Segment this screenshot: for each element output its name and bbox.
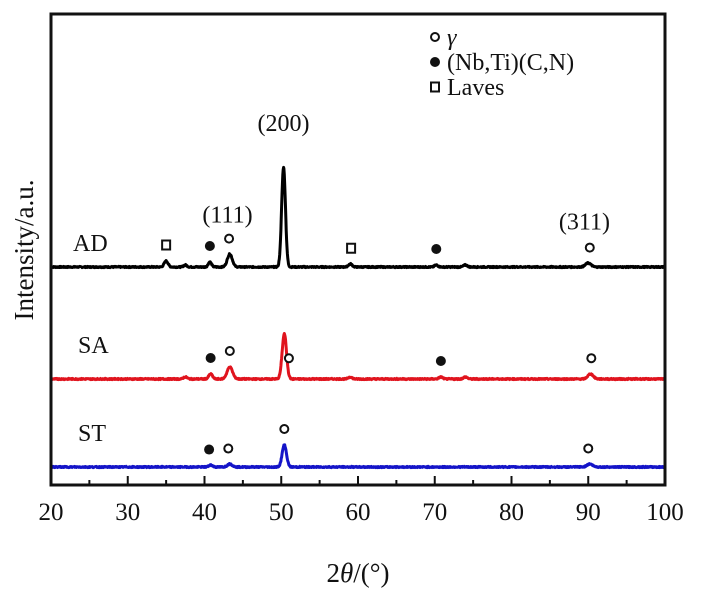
gamma-marker	[583, 443, 594, 454]
gamma-marker	[279, 424, 290, 434]
peak-annotation: (200)	[258, 111, 310, 137]
carbonitride-marker	[431, 244, 442, 254]
x-tick-label: 90	[576, 499, 601, 526]
series-layer	[49, 165, 667, 470]
x-tick-label: 60	[346, 499, 371, 526]
gamma-marker	[584, 242, 595, 253]
gamma-marker	[586, 353, 597, 364]
sample-label-ad: AD	[73, 231, 108, 257]
legend-label: γ	[447, 25, 457, 51]
plot-frame	[49, 12, 667, 487]
legend-carbonitride-icon	[430, 57, 440, 67]
x-axis-title: 2θ/(°)	[326, 558, 389, 588]
legend-gamma-icon	[430, 32, 440, 42]
y-axis-title: Intensity/a.u.	[9, 180, 39, 321]
x-tick-label: 100	[646, 499, 684, 526]
annotation-layer: (111) (200) (311)	[202, 111, 610, 236]
peak-annotation: (111)	[202, 203, 252, 229]
x-tick-label: 30	[115, 499, 140, 526]
x-tick-label: 50	[269, 499, 294, 526]
laves-marker	[161, 239, 172, 251]
carbonitride-marker	[204, 444, 215, 455]
legend-label: (Nb,Ti)(C,N)	[447, 50, 574, 76]
x-tick-label: 20	[39, 499, 64, 526]
sample-label-st: ST	[78, 421, 106, 447]
legend: γ(Nb,Ti)(C,N)Laves	[430, 25, 574, 101]
gamma-marker	[224, 233, 235, 244]
laves-marker	[346, 242, 357, 254]
sample-label-sa: SA	[78, 333, 109, 359]
x-tick-label: 70	[422, 499, 447, 526]
x-axis-ticks: 20 30 40 50 60 70 80 90 100	[39, 476, 684, 526]
carbonitride-marker	[204, 241, 215, 251]
carbonitride-marker	[435, 356, 446, 366]
peak-annotation: (311)	[559, 210, 610, 236]
sample-label-layer: AD SA ST	[73, 231, 109, 447]
legend-label: Laves	[447, 75, 504, 101]
x-tick-label: 40	[192, 499, 217, 526]
x-tick-label: 80	[499, 499, 524, 526]
series-line-st	[49, 443, 667, 470]
gamma-marker	[223, 443, 234, 454]
series-line-sa	[49, 332, 667, 382]
series-line-ad	[49, 165, 667, 270]
gamma-marker	[224, 346, 235, 356]
carbonitride-marker	[205, 353, 216, 363]
marker-layer	[161, 233, 597, 455]
gamma-marker	[283, 353, 294, 364]
legend-laves-icon	[430, 81, 440, 93]
